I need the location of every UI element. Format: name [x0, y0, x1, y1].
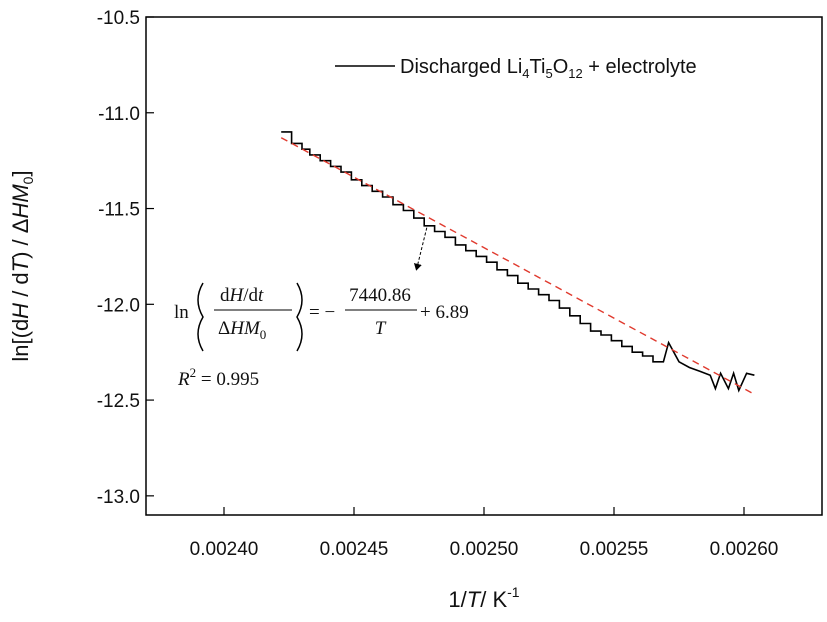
eq-left-paren [197, 282, 204, 352]
x-label-part-1: 1/ [448, 587, 467, 612]
legend-sub-12: 12 [568, 66, 582, 81]
r2-sup: 2 [190, 365, 197, 380]
eq-slope-T: T [375, 318, 387, 339]
eq-denominator: ΔHM0 [218, 318, 266, 342]
legend: Discharged Li4Ti5O12 + electrolyte [335, 56, 697, 81]
legend-sub-5: 5 [545, 66, 552, 81]
eq-den-delta: Δ [218, 318, 230, 339]
legend-part-2: Ti [530, 56, 546, 78]
y-label-part-3: ) / Δ [8, 218, 33, 259]
x-tick-label: 0.00255 [580, 539, 649, 560]
plot-area [145, 16, 823, 516]
eq-ln: ln [174, 302, 189, 323]
y-label-T: T [8, 257, 33, 272]
y-tick-label: -10.5 [97, 8, 140, 29]
x-tick-label: 0.00245 [320, 539, 389, 560]
eq-den-HM: HM [229, 318, 261, 339]
annotation-arrow [413, 227, 428, 271]
eq-num-slash: /d [243, 285, 258, 306]
y-label-part-1: ln[(d [8, 319, 33, 362]
y-tick-label: -12.5 [97, 391, 140, 412]
r-squared: R2 = 0.995 [177, 365, 259, 390]
y-label-part-2: / d [8, 272, 33, 303]
eq-numerator: dH/dt [220, 285, 264, 306]
eq-num-d1: d [220, 285, 230, 306]
x-label-superscript: -1 [507, 584, 520, 600]
y-tick-label: -13.0 [97, 487, 140, 508]
eq-equals: = − [309, 302, 335, 323]
eq-right-paren [296, 282, 303, 352]
y-label-H: H [8, 303, 33, 319]
eq-num-H: H [229, 285, 245, 306]
y-label-subscript: 0 [20, 176, 36, 184]
y-tick-label: -12.0 [97, 295, 140, 316]
legend-part-3: O [553, 56, 569, 78]
x-tick-label: 0.00250 [450, 539, 519, 560]
y-tick-label: -11.0 [98, 104, 140, 125]
legend-sub-4: 4 [522, 66, 529, 81]
eq-den-sub: 0 [260, 327, 267, 342]
eq-num-t: t [258, 285, 264, 306]
legend-part-4: + electrolyte [583, 56, 697, 78]
y-axis-label: ln[(dH / dT) / ΔHM0] [8, 170, 36, 361]
x-label-T: T [467, 587, 482, 612]
y-tick-label: -11.5 [98, 200, 140, 221]
r2-value: = 0.995 [196, 369, 259, 390]
legend-part-1: Discharged Li [400, 56, 522, 78]
x-tick-label: 0.00260 [710, 539, 779, 560]
x-axis-label: 1/T/ K-1 [448, 584, 519, 612]
y-label-bracket: ] [8, 170, 33, 176]
y-label-HM: HM [8, 184, 33, 219]
x-label-part-2: / K [480, 587, 507, 612]
x-axis: 0.00240 0.00245 0.00250 0.00255 0.00260 [190, 507, 779, 560]
r2-R: R [177, 369, 190, 390]
fit-equation: ln dH/dt ΔHM0 = − 7440.86 T + 6.89 [174, 282, 469, 352]
eq-slope: 7440.86 [349, 285, 411, 306]
x-tick-label: 0.00240 [190, 539, 259, 560]
series-line-discharged [281, 131, 755, 393]
legend-label: Discharged Li4Ti5O12 + electrolyte [400, 56, 697, 81]
y-axis: -10.5 -11.0 -11.5 -12.0 -12.5 -13.0 [97, 8, 154, 508]
eq-intercept: + 6.89 [420, 302, 469, 323]
series-line-fit [280, 137, 755, 395]
